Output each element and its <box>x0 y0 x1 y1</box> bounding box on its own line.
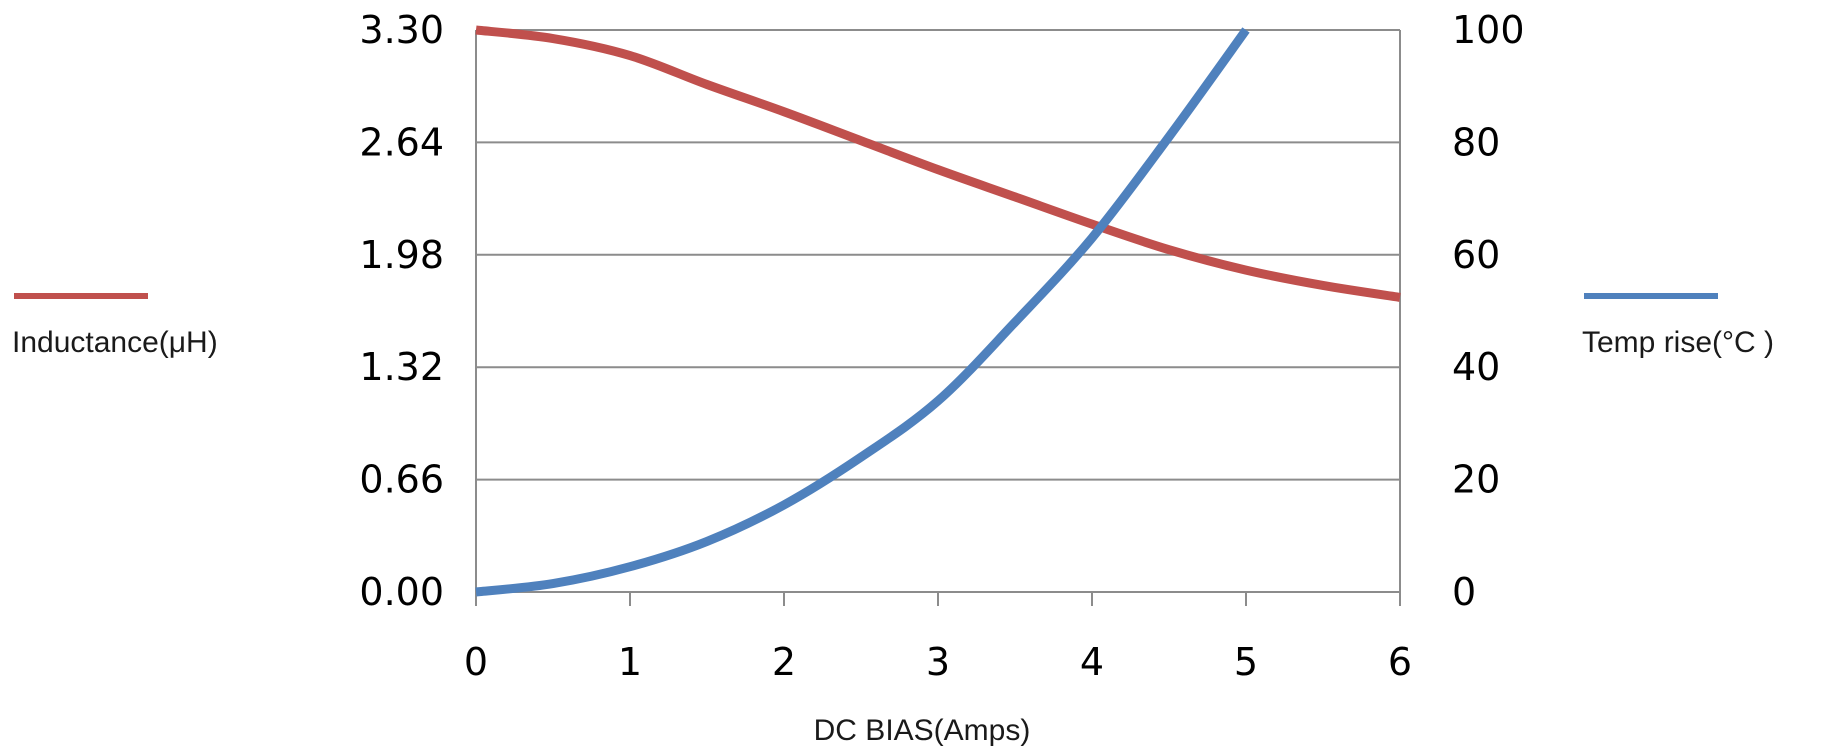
left-axis-tick-labels: 0.00 0.66 1.32 1.98 2.64 3.30 <box>359 8 444 614</box>
left-tick-label: 3.30 <box>359 8 444 52</box>
x-tick-label: 4 <box>1080 640 1104 684</box>
left-tick-label: 2.64 <box>359 120 444 164</box>
left-tick-label: 0.66 <box>359 458 444 502</box>
x-tick-label: 5 <box>1234 640 1258 684</box>
right-tick-label: 40 <box>1452 345 1500 389</box>
right-tick-label: 20 <box>1452 458 1500 502</box>
legend-right: Temp rise(°C ) <box>1582 293 1774 359</box>
plot-frame <box>475 30 1401 606</box>
x-tick-label: 6 <box>1388 640 1412 684</box>
legend-label-inductance: Inductance(μH) <box>12 326 218 359</box>
right-tick-label: 60 <box>1452 233 1500 277</box>
right-tick-label: 0 <box>1452 570 1476 614</box>
left-tick-label: 0.00 <box>359 570 444 614</box>
x-axis-title: DC BIAS(Amps) <box>814 714 1031 747</box>
left-tick-label: 1.98 <box>359 233 444 277</box>
x-tick-label: 1 <box>618 640 642 684</box>
legend-label-temp-rise: Temp rise(°C ) <box>1582 326 1774 359</box>
legend-left: Inductance(μH) <box>12 293 218 359</box>
x-tick-label: 3 <box>926 640 950 684</box>
series-line-temp-rise <box>475 27 1250 597</box>
gridlines <box>476 29 1400 593</box>
x-tick-label: 2 <box>772 640 796 684</box>
x-tick-label: 0 <box>464 640 488 684</box>
right-tick-label: 100 <box>1452 8 1525 52</box>
series-layer <box>475 25 1401 597</box>
x-axis-tick-labels: 0 1 2 3 4 5 6 <box>464 640 1412 684</box>
right-tick-label: 80 <box>1452 120 1500 164</box>
right-axis-tick-labels: 0 20 40 60 80 100 <box>1452 8 1525 614</box>
left-tick-label: 1.32 <box>359 345 444 389</box>
series-line-inductance <box>475 25 1401 302</box>
